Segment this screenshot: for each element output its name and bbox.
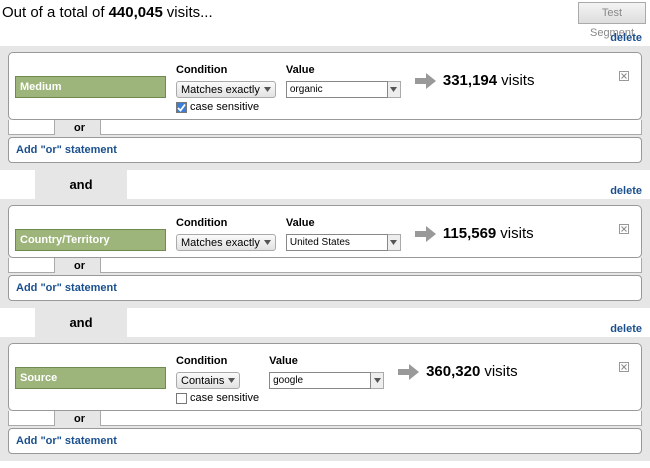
test-segment-button[interactable]: Test Segment	[578, 2, 646, 39]
checkbox-label: case sensitive	[190, 101, 260, 113]
result-arrow	[398, 364, 420, 380]
condition-group: Country/Territory Condition Matches exactl…	[0, 199, 650, 308]
or-stub	[100, 258, 642, 273]
or-row: or	[8, 258, 642, 275]
condition-column: Condition Matches exactly	[176, 217, 276, 251]
condition-box: Country/Territory Condition Matches exactl…	[8, 205, 642, 258]
summary-prefix: Out of a total of	[2, 4, 105, 21]
remove-icon[interactable]	[619, 71, 629, 81]
visit-count: 360,320	[426, 363, 481, 380]
summary-suffix: visits...	[166, 4, 213, 21]
or-stub	[8, 258, 55, 273]
value-label: Value	[285, 217, 315, 229]
visit-count: 331,194	[442, 72, 498, 89]
value-input[interactable]: organic	[285, 81, 401, 98]
summary: Out of a total of 440,045 visits...	[2, 4, 213, 21]
result-arrow	[414, 226, 436, 242]
value-dropdown[interactable]	[371, 372, 385, 389]
add-or-statement[interactable]: Add "or" statement	[8, 137, 642, 163]
condition-label: Condition	[176, 64, 228, 76]
or-label: or	[74, 413, 85, 425]
delete-link[interactable]: delete	[610, 185, 642, 197]
or-label: or	[74, 122, 85, 134]
condition-column: Condition Contains case sensitive	[176, 355, 259, 404]
group-header: and delete	[0, 308, 650, 337]
result: 115,569 visits	[414, 225, 534, 251]
dimension[interactable]: Medium	[15, 76, 166, 98]
checkbox[interactable]	[176, 101, 187, 113]
condition-label: Condition	[176, 355, 228, 367]
or-label: or	[74, 260, 85, 272]
value-column: Value United States	[285, 217, 401, 251]
value-text: organic	[285, 81, 388, 98]
value-dropdown[interactable]	[387, 234, 401, 251]
or-stub	[8, 411, 55, 426]
condition-group: Medium Condition Matches exactly case sensi…	[0, 46, 650, 170]
or-stub	[100, 411, 642, 426]
value-input[interactable]: google	[269, 372, 385, 389]
condition-select[interactable]: Matches exactly	[176, 81, 276, 98]
value-column: Value organic	[285, 64, 401, 113]
condition-value: Matches exactly	[181, 83, 260, 96]
or-row: or	[8, 120, 642, 137]
result: 331,194 visits	[414, 72, 535, 113]
delete-link[interactable]: delete	[610, 323, 642, 335]
case-sensitive[interactable]: case sensitive	[176, 392, 259, 404]
condition-box: Medium Condition Matches exactly case sensi…	[8, 52, 642, 120]
group-header: delete	[0, 28, 650, 46]
visit-count: 115,569	[442, 225, 497, 242]
header: Out of a total of 440,045 visits... Test S…	[0, 0, 650, 39]
case-sensitive[interactable]: case sensitive	[176, 101, 276, 113]
visit-unit: visits	[500, 225, 534, 242]
remove-icon[interactable]	[619, 224, 629, 234]
and-connector: and	[35, 170, 127, 199]
value-label: Value	[285, 64, 315, 76]
remove-icon[interactable]	[619, 362, 629, 372]
dimension[interactable]: Source	[15, 367, 166, 389]
condition-value: Matches exactly	[181, 236, 260, 249]
result: 360,320 visits	[398, 363, 518, 404]
or-row: or	[8, 411, 642, 428]
visit-unit: visits	[484, 363, 518, 380]
condition-select[interactable]: Matches exactly	[176, 234, 276, 251]
condition-box: Source Condition Contains case sensitive Val…	[8, 343, 642, 411]
value-label: Value	[269, 355, 298, 367]
value-column: Value google	[269, 355, 385, 404]
groups: delete Medium Condition Matches exactly case…	[0, 28, 650, 461]
value-text: google	[269, 372, 372, 389]
checkbox-label: case sensitive	[190, 392, 260, 404]
condition-column: Condition Matches exactly case sensitive	[176, 64, 276, 113]
value-input[interactable]: United States	[285, 234, 401, 251]
condition-group: Source Condition Contains case sensitive Val…	[0, 337, 650, 461]
condition-value: Contains	[181, 374, 225, 387]
result-arrow	[414, 73, 436, 89]
condition-label: Condition	[176, 217, 228, 229]
value-dropdown[interactable]	[387, 81, 401, 98]
group-header: and delete	[0, 170, 650, 199]
add-or-statement[interactable]: Add "or" statement	[8, 428, 642, 454]
or-stub	[8, 120, 55, 135]
visit-unit: visits	[501, 72, 535, 89]
checkbox[interactable]	[176, 392, 187, 404]
or-stub	[100, 120, 642, 135]
total-visits: 440,045	[108, 4, 163, 21]
and-connector: and	[35, 308, 127, 337]
condition-select[interactable]: Contains	[176, 372, 241, 389]
delete-link[interactable]: delete	[610, 32, 642, 44]
dimension[interactable]: Country/Territory	[15, 229, 166, 251]
value-text: United States	[285, 234, 388, 251]
add-or-statement[interactable]: Add "or" statement	[8, 275, 642, 301]
